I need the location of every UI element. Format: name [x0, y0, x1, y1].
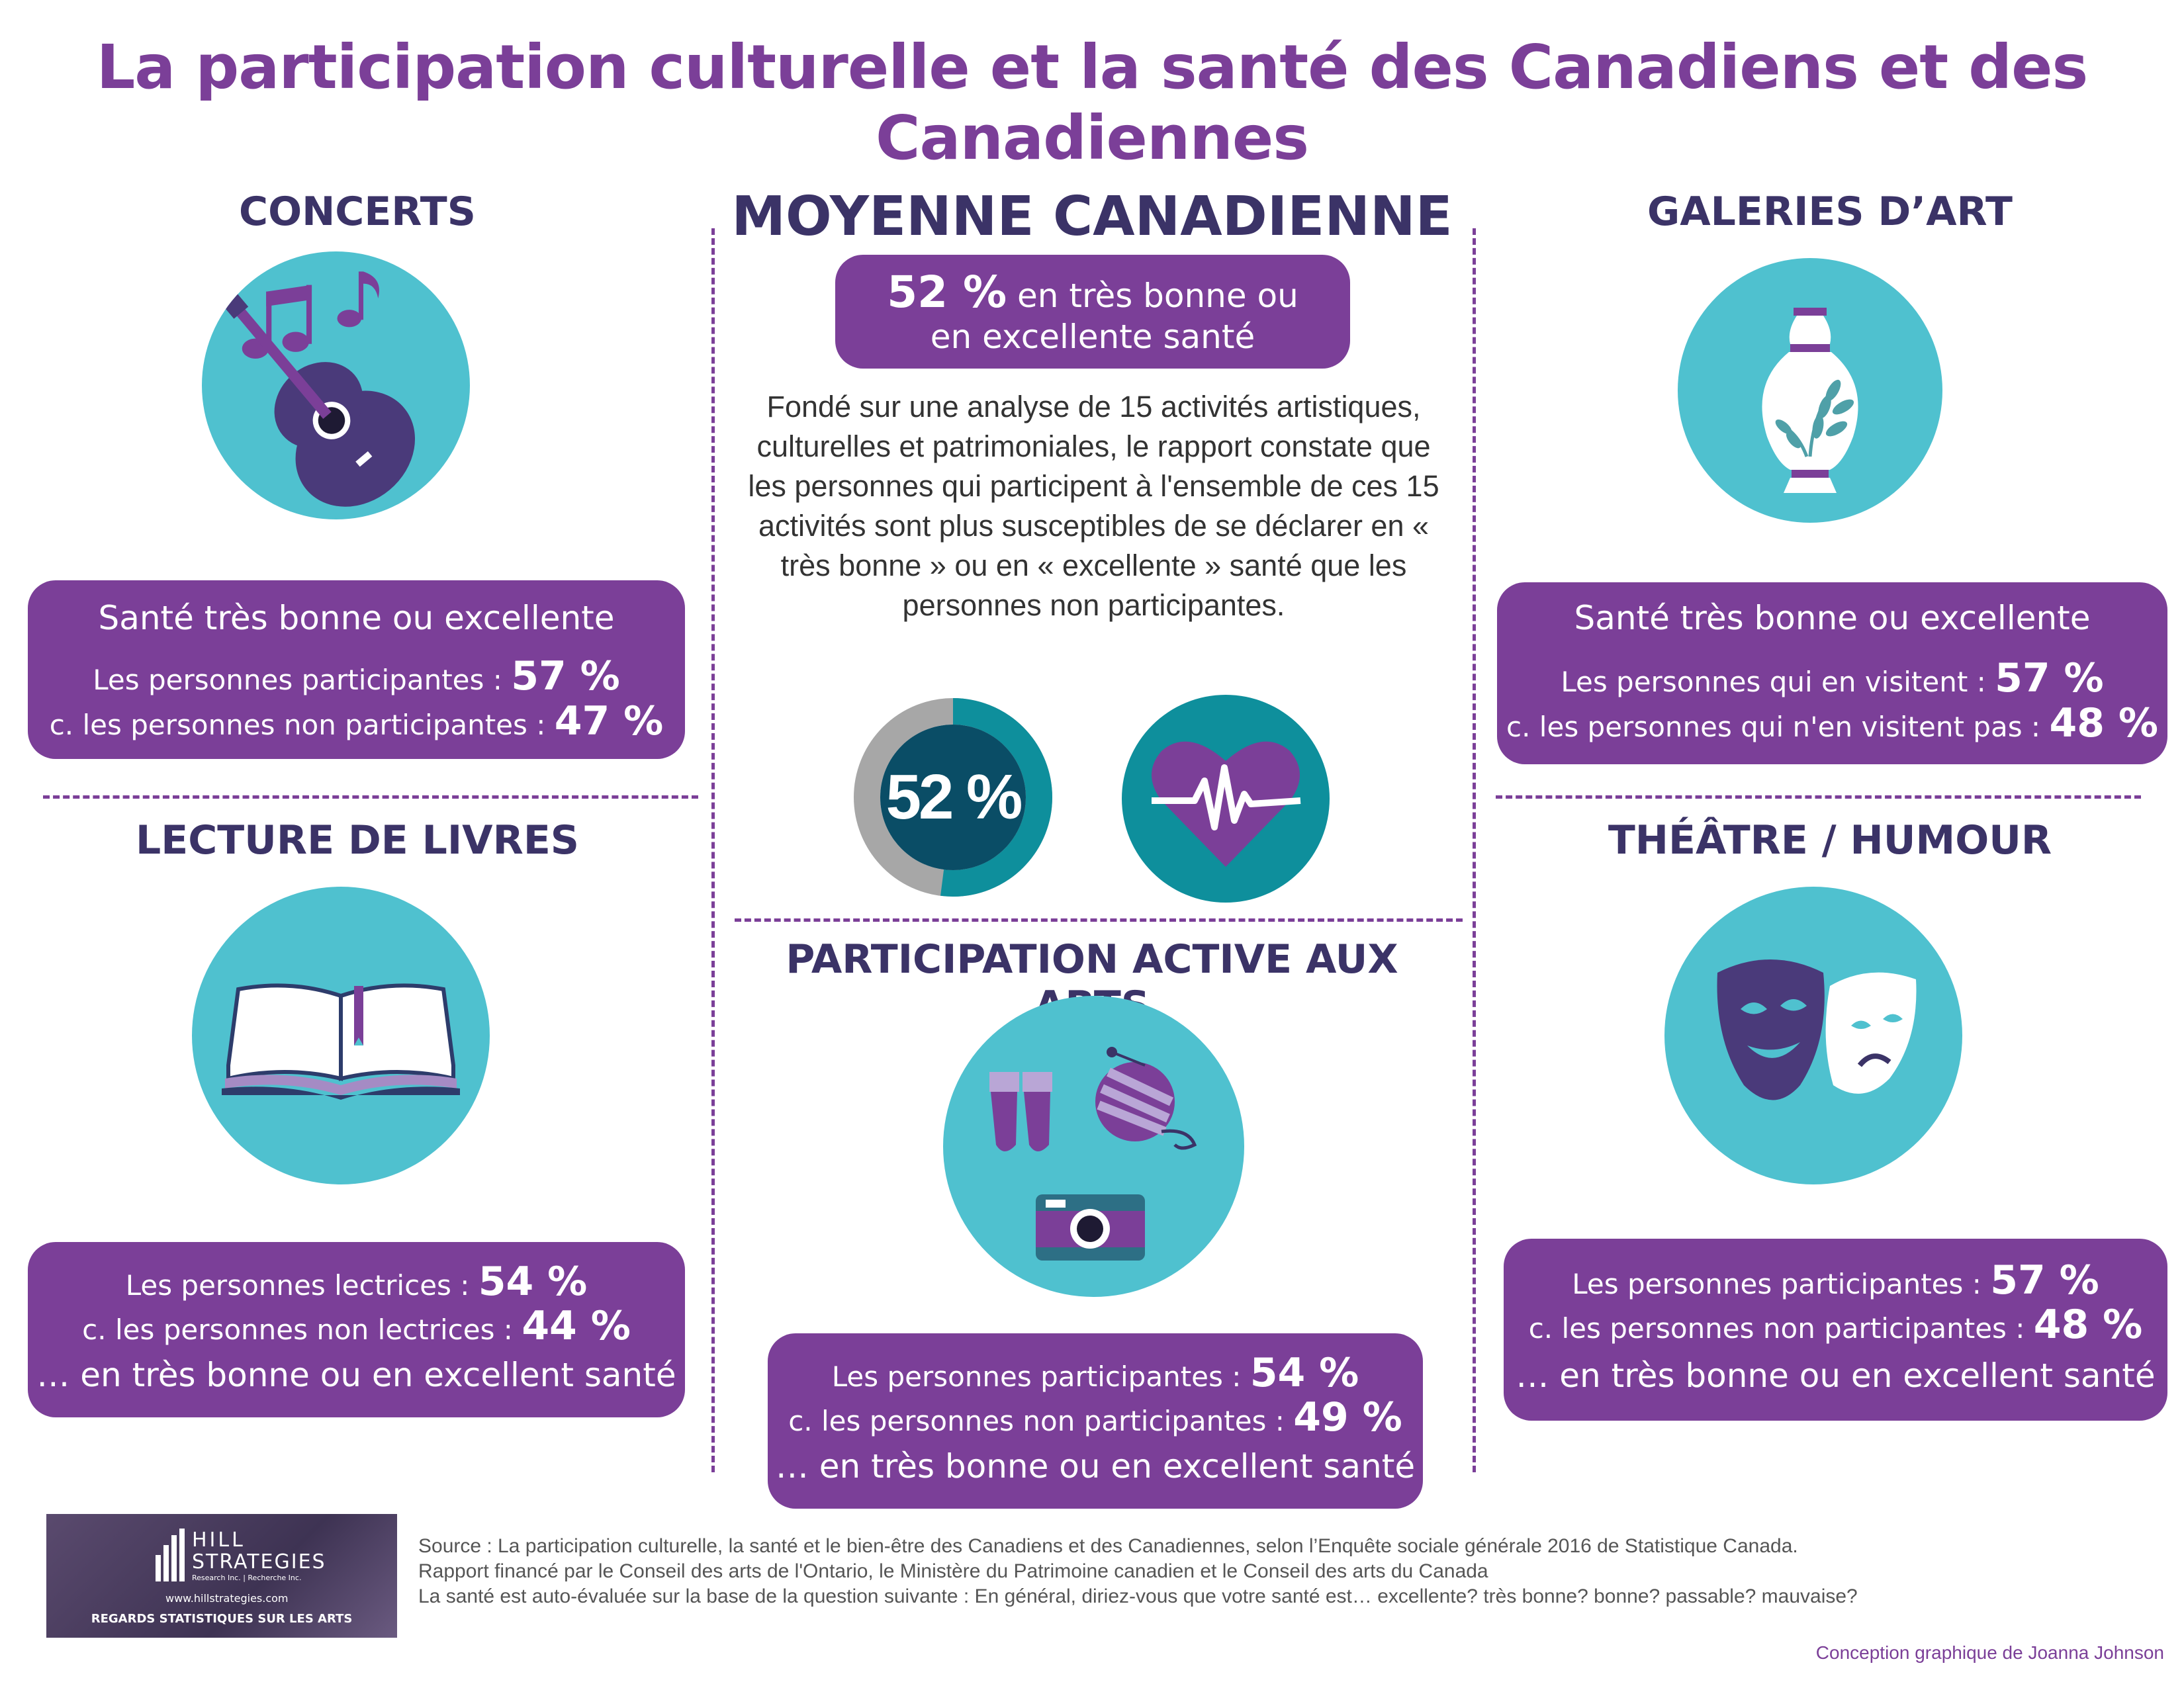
concerts-non-label: c. les personnes non participantes :: [49, 709, 546, 741]
lecture-card: Les personnes lectrices : 54 % c. les pe…: [28, 1242, 685, 1417]
galeries-heading: Santé très bonne ou excellente: [1574, 599, 2091, 637]
lecture-participants-row: Les personnes lectrices : 54 %: [28, 1259, 685, 1305]
divider-left: [711, 228, 715, 1472]
theatre-masks-icon: [1664, 887, 1962, 1184]
concerts-non-row: c. les personnes non participantes : 47 …: [28, 698, 685, 744]
active-non-label: c. les personnes non participantes :: [788, 1405, 1285, 1437]
health-question-line: La santé est auto-évaluée sur la base de…: [418, 1585, 1858, 1607]
galeries-title: GALERIES D’ART: [1647, 189, 2013, 235]
moyenne-pill-text1: en très bonne ou: [1017, 277, 1298, 315]
galeries-non-label: c. les personnes qui n'en visitent pas :: [1506, 711, 2041, 743]
concerts-participants-label: Les personnes participantes :: [93, 664, 502, 696]
logo-brand1: HILL: [192, 1529, 246, 1552]
page-title: La participation culturelle et la santé …: [96, 32, 2089, 173]
concerts-title: CONCERTS: [239, 189, 476, 235]
theatre-participants-label: Les personnes participantes :: [1572, 1268, 1981, 1300]
concerts-participants-row: Les personnes participantes : 57 %: [28, 653, 685, 699]
lecture-title: LECTURE DE LIVRES: [135, 817, 580, 864]
moyenne-pill-value: 52 %: [887, 267, 1007, 318]
galeries-card: Santé très bonne ou excellente Les perso…: [1497, 582, 2167, 764]
donut-label: 52 %: [886, 762, 1023, 832]
book-icon: [192, 887, 490, 1184]
lecture-participants-value: 54 %: [478, 1259, 588, 1305]
concerts-heading: Santé très bonne ou excellente: [98, 599, 615, 637]
theatre-title: THÉÂTRE / HUMOUR: [1608, 817, 2052, 864]
concerts-non-value: 47 %: [554, 698, 664, 744]
divider-right-horizontal: [1496, 795, 2141, 799]
logo-url: www.hillstrategies.com: [165, 1592, 289, 1605]
vase-icon: [1678, 258, 1942, 523]
divider-center-horizontal: [735, 918, 1463, 922]
active-non-value: 49 %: [1293, 1394, 1402, 1441]
divider-left-horizontal: [43, 795, 698, 799]
theatre-participants-value: 57 %: [1990, 1257, 2099, 1304]
galeries-non-value: 48 %: [2049, 700, 2158, 746]
galeries-participants-label: Les personnes qui en visitent :: [1561, 666, 1986, 698]
moyenne-pill-line1: 52 % en très bonne ou: [835, 267, 1350, 318]
moyenne-title: MOYENNE CANADIENNE: [731, 185, 1453, 248]
galeries-participants-row: Les personnes qui en visitent : 57 %: [1497, 655, 2167, 701]
active-card: Les personnes participantes : 54 % c. le…: [768, 1333, 1423, 1509]
logo-bars-icon: [156, 1529, 189, 1581]
design-credit: Conception graphique de Joanna Johnson: [1815, 1642, 2164, 1663]
theatre-participants-row: Les personnes participantes : 57 %: [1504, 1257, 2167, 1304]
source-line: Source : La participation culturelle, la…: [418, 1535, 1798, 1557]
arts-activities-icon: [943, 996, 1244, 1297]
moyenne-body: Fondé sur une analyse de 15 activités ar…: [748, 390, 1439, 622]
active-footer: … en très bonne ou en excellent santé: [775, 1447, 1416, 1486]
active-participants-label: Les personnes participantes :: [831, 1360, 1242, 1393]
active-non-row: c. les personnes non participantes : 49 …: [768, 1394, 1423, 1441]
source-note: Source : La participation culturelle, la…: [418, 1534, 2165, 1609]
logo-sub: Research Inc. | Recherche Inc.: [192, 1574, 302, 1582]
logo-brand2: STRATEGIES: [192, 1550, 326, 1574]
active-participants-row: Les personnes participantes : 54 %: [768, 1350, 1423, 1396]
galeries-non-row: c. les personnes qui n'en visitent pas :…: [1497, 700, 2167, 746]
theatre-non-label: c. les personnes non participantes :: [1528, 1312, 2025, 1345]
lecture-non-label: c. les personnes non lectrices :: [82, 1313, 513, 1346]
lecture-non-row: c. les personnes non lectrices : 44 %: [28, 1303, 685, 1349]
lecture-non-value: 44 %: [522, 1303, 631, 1349]
funding-line: Rapport financé par le Conseil des arts …: [418, 1560, 1488, 1582]
lecture-participants-label: Les personnes lectrices :: [125, 1269, 470, 1302]
moyenne-pill-text2: en excellente santé: [930, 318, 1255, 356]
logo-tagline: REGARDS STATISTIQUES SUR LES ARTS: [91, 1612, 353, 1626]
theatre-footer: … en très bonne ou en excellent santé: [1516, 1356, 2156, 1395]
hill-strategies-logo[interactable]: HILL STRATEGIES Research Inc. | Recherch…: [46, 1514, 397, 1638]
divider-right: [1473, 228, 1476, 1472]
theatre-non-value: 48 %: [2033, 1302, 2143, 1348]
concerts-card: Santé très bonne ou excellente Les perso…: [28, 580, 685, 759]
galeries-participants-value: 57 %: [1995, 655, 2104, 701]
theatre-card: Les personnes participantes : 57 % c. le…: [1504, 1239, 2167, 1421]
moyenne-pill: 52 % en très bonne ou en excellente sant…: [835, 255, 1350, 369]
concerts-participants-value: 57 %: [511, 653, 620, 699]
guitar-icon: [202, 251, 470, 519]
theatre-non-row: c. les personnes non participantes : 48 …: [1504, 1302, 2167, 1348]
heart-icon: [1122, 695, 1330, 903]
active-participants-value: 54 %: [1250, 1350, 1359, 1396]
donut-chart-icon: [850, 695, 1056, 900]
lecture-footer: … en très bonne ou en excellent santé: [36, 1356, 676, 1394]
